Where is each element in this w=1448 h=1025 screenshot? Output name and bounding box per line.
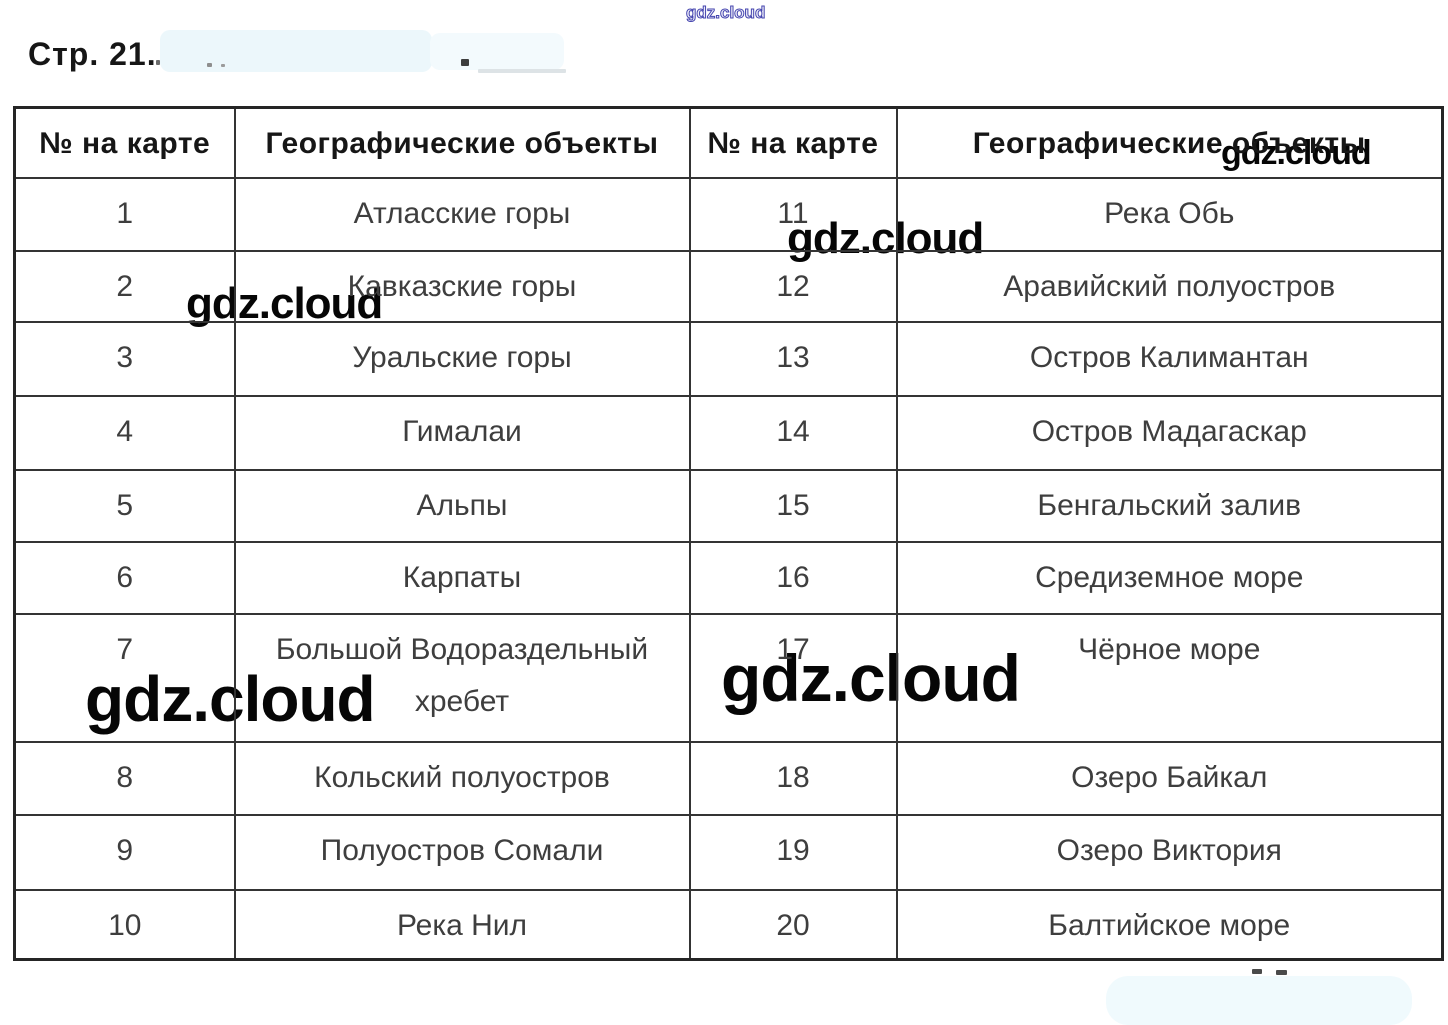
geo-object-cell: Альпы [233, 468, 691, 543]
header-geo-objects-left: Географические объекты [233, 106, 691, 179]
geo-object-cell: Полуостров Сомали [233, 813, 691, 891]
map-number-cell: 8 [13, 740, 236, 816]
geo-object-cell: Река Нил [233, 888, 691, 961]
map-number-cell: 6 [13, 540, 236, 615]
header-map-number-right: № на карте [688, 106, 898, 179]
header-map-number-left: № на карте [13, 106, 236, 179]
scan-speck [207, 63, 212, 67]
geo-object-cell: Река Обь [895, 176, 1444, 252]
table-header-row: № на карте Географические объекты № на к… [13, 106, 1444, 179]
table-row: 3 Уральские горы 13 Остров Калимантан [13, 320, 1444, 397]
scan-speck [221, 64, 225, 67]
table-row: 8 Кольский полуостров 18 Озеро Байкал [13, 740, 1444, 816]
map-number-cell: 13 [688, 320, 898, 397]
geo-object-cell: Аравийский полуостров [895, 249, 1444, 323]
header-geo-objects-right: Географические объекты [895, 106, 1444, 179]
geo-object-cell: Балтийское море [895, 888, 1444, 961]
geo-object-cell: Атласские горы [233, 176, 691, 252]
geo-object-cell: Остров Калимантан [895, 320, 1444, 397]
geography-answers-table: № на карте Географические объекты № на к… [13, 106, 1444, 961]
table-row: 1 Атласские горы 11 Река Обь [13, 176, 1444, 252]
scan-speck [156, 60, 160, 65]
scan-smudge [478, 69, 566, 73]
table-row: 5 Альпы 15 Бенгальский залив [13, 468, 1444, 543]
map-number-cell: 5 [13, 468, 236, 543]
table-row: 10 Река Нил 20 Балтийское море [13, 888, 1444, 961]
geo-object-cell: Гималаи [233, 394, 691, 471]
geo-object-cell: Средиземное море [895, 540, 1444, 615]
scan-speck [461, 59, 469, 66]
map-number-cell: 3 [13, 320, 236, 397]
scan-speck [1276, 970, 1287, 975]
watermark-top: gdz.cloud [685, 3, 766, 22]
geo-object-cell: Кавказские горы [233, 249, 691, 323]
geo-object-cell: Карпаты [233, 540, 691, 615]
map-number-cell: 18 [688, 740, 898, 816]
geo-object-cell: Озеро Байкал [895, 740, 1444, 816]
page-title: Стр. 21. [28, 36, 157, 72]
erased-region-title [160, 30, 432, 72]
scan-speck [1252, 969, 1262, 974]
map-number-cell: 19 [688, 813, 898, 891]
map-number-cell: 1 [13, 176, 236, 252]
map-number-cell: 10 [13, 888, 236, 961]
geo-object-cell: Уральские горы [233, 320, 691, 397]
map-number-cell: 9 [13, 813, 236, 891]
table-row: 4 Гималаи 14 Остров Мадагаскар [13, 394, 1444, 471]
map-number-cell: 20 [688, 888, 898, 961]
geo-object-cell: Бенгальский залив [895, 468, 1444, 543]
erased-region-bottom [1106, 976, 1412, 1025]
map-number-cell: 16 [688, 540, 898, 615]
erased-region-title-2 [430, 33, 564, 70]
table-row: 2 Кавказские горы 12 Аравийский полуостр… [13, 249, 1444, 323]
geo-object-cell: Озеро Виктория [895, 813, 1444, 891]
map-number-cell: 12 [688, 249, 898, 323]
geo-object-cell: Остров Мадагаскар [895, 394, 1444, 471]
table-row: 9 Полуостров Сомали 19 Озеро Виктория [13, 813, 1444, 891]
map-number-cell: 17 [688, 612, 898, 743]
geo-object-cell: Большой Водораздельный хребет [233, 612, 691, 743]
table-row: 6 Карпаты 16 Средиземное море [13, 540, 1444, 615]
map-number-cell: 14 [688, 394, 898, 471]
geo-object-cell: Кольский полуостров [233, 740, 691, 816]
map-number-cell: 2 [13, 249, 236, 323]
map-number-cell: 7 [13, 612, 236, 743]
map-number-cell: 4 [13, 394, 236, 471]
map-number-cell: 15 [688, 468, 898, 543]
geo-object-cell: Чёрное море [895, 612, 1444, 743]
table-row: 7 Большой Водораздельный хребет 17 Чёрно… [13, 612, 1444, 743]
map-number-cell: 11 [688, 176, 898, 252]
